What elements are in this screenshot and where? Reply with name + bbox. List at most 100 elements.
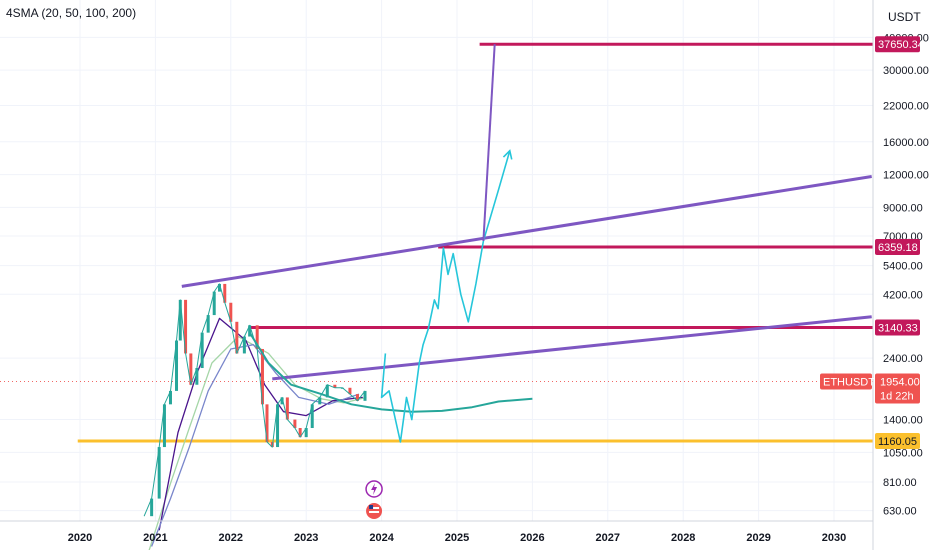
- price-tick-label: 12000.00: [883, 170, 929, 182]
- price-candle: [223, 283, 227, 303]
- countdown-text: 1d 22h: [880, 391, 914, 403]
- level-lines: [0, 42, 873, 443]
- price-candle: [325, 384, 329, 398]
- price-candle: [150, 498, 154, 517]
- current-price-tag-bg: [875, 373, 920, 404]
- price-candle: [348, 387, 352, 395]
- level-price-tag-bg: [875, 238, 920, 255]
- moving-average-line: [150, 344, 360, 547]
- price-line: [143, 283, 366, 517]
- price-candle: [175, 340, 179, 391]
- time-tick-label: 2026: [520, 532, 544, 544]
- price-tick-label: 4200.00: [883, 289, 923, 301]
- current-price-text: 1954.00: [880, 377, 920, 389]
- level-price-tag-text: 3140.33: [878, 322, 918, 334]
- price-tick-label: 1050.00: [883, 447, 923, 459]
- price-candle: [304, 428, 308, 438]
- us-flag-icon-stripe: [369, 511, 380, 513]
- level-price-tag-text: 37650.34: [878, 39, 924, 51]
- price-candle: [200, 332, 204, 369]
- time-tick-label: 2022: [219, 532, 243, 544]
- time-tick-label: 2029: [746, 532, 770, 544]
- us-flag-icon-canton: [369, 505, 374, 509]
- price-candle: [280, 397, 284, 405]
- price-candle: [235, 321, 239, 354]
- level-price-tag-bg: [875, 319, 920, 336]
- time-tick-label: 2025: [445, 532, 469, 544]
- price-candle: [293, 419, 297, 429]
- moving-averages: [148, 317, 367, 550]
- indicator-legend[interactable]: 4SMA (20, 50, 100, 200): [6, 6, 137, 20]
- price-candle: [298, 428, 302, 438]
- currency-label[interactable]: USDT: [888, 10, 921, 24]
- price-candle: [206, 315, 210, 333]
- price-candle: [229, 302, 233, 322]
- price-candle: [212, 291, 216, 316]
- level-price-tag: 1160.05: [875, 432, 920, 449]
- price-candle: [363, 390, 367, 401]
- price-tags: 37650.34 6359.18 3140.33 1160.05 ETHUSDT.P19…: [820, 36, 924, 449]
- price-tick-label: 810.00: [883, 477, 917, 489]
- price-candle: [195, 368, 199, 385]
- price-candle: [285, 397, 289, 420]
- rounded-curve: [248, 332, 533, 413]
- price-tick-label: 22000.00: [883, 100, 929, 112]
- moving-average-line: [158, 317, 363, 531]
- price-candle: [255, 325, 259, 349]
- price-candle: [355, 394, 359, 401]
- lightning-icon-bolt: [371, 483, 378, 495]
- price-candle: [276, 404, 280, 448]
- time-tick-label: 2028: [671, 532, 695, 544]
- price-candle: [242, 336, 246, 354]
- level-price-tag-bg: [875, 432, 920, 449]
- price-candle: [162, 404, 166, 448]
- time-tick-label: 2027: [596, 532, 620, 544]
- price-candle: [318, 397, 322, 405]
- price-candle: [184, 299, 188, 354]
- price-tick-label: 16000.00: [883, 137, 929, 149]
- level-price-tag-text: 6359.18: [878, 242, 918, 254]
- projection-path: [380, 150, 511, 443]
- price-candle: [248, 325, 252, 337]
- price-candle: [265, 404, 269, 442]
- symbol-tag-text: ETHUSDT.P: [823, 377, 884, 389]
- price-candle: [157, 447, 161, 499]
- time-tick-label: 2023: [294, 532, 318, 544]
- us-flag-icon-stripe: [369, 507, 380, 509]
- price-tick-label: 630.00: [883, 506, 917, 518]
- price-tick-label: 9000.00: [883, 202, 923, 214]
- time-tick-label: 2030: [822, 532, 846, 544]
- channel-line: [272, 315, 872, 381]
- level-price-tag: 6359.18: [875, 238, 920, 255]
- symbol-tag-bg: [820, 373, 872, 390]
- drawings: [181, 44, 872, 519]
- current-price-tag: 1954.00 1d 22h: [875, 373, 920, 404]
- level-price-tag: 3140.33: [875, 319, 920, 336]
- price-candle: [189, 353, 193, 385]
- price-candle: [178, 299, 182, 341]
- projection-arrowhead: [502, 149, 513, 160]
- price-candle: [217, 283, 221, 292]
- price-candle: [168, 390, 172, 405]
- price-candle: [333, 384, 337, 388]
- level-price-tag-text: 1160.05: [878, 436, 917, 448]
- price-series: [143, 283, 367, 517]
- level-price-tag-bg: [875, 36, 920, 53]
- time-tick-label: 2021: [143, 532, 167, 544]
- price-tick-label: 5400.00: [883, 261, 923, 273]
- price-tick-label: 1400.00: [883, 415, 923, 427]
- level-price-tag: 37650.34: [875, 36, 924, 53]
- us-flag-icon: [366, 503, 383, 519]
- grid: [0, 0, 873, 521]
- symbol-tag: ETHUSDT.P: [820, 373, 884, 390]
- channel-line: [181, 175, 872, 288]
- price-tick-label: 30000.00: [883, 65, 929, 77]
- time-tick-label: 2024: [369, 532, 394, 544]
- price-candle: [260, 348, 264, 405]
- breakout-line: [482, 44, 496, 242]
- lightning-icon: [365, 480, 383, 498]
- price-candle: [310, 404, 314, 429]
- price-tick-label: 2400.00: [883, 353, 923, 365]
